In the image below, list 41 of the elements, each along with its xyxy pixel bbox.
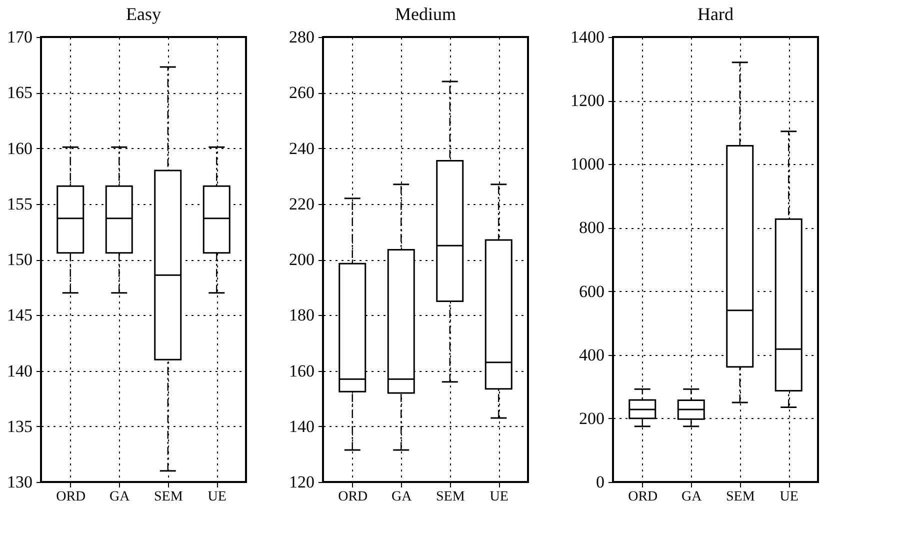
y-tick-label: 150	[7, 250, 32, 269]
x-tick-label: UE	[208, 490, 226, 504]
x-tick-label: SEM	[154, 490, 184, 504]
chart-title: Easy	[126, 4, 161, 24]
y-tick-label: 200	[289, 250, 314, 269]
x-tick-label: ORD	[628, 490, 658, 504]
y-tick-label: 155	[7, 194, 32, 214]
y-tick-label: 170	[7, 28, 32, 46]
y-tick-label: 1200	[570, 91, 604, 110]
y-tick-label: 1400	[570, 28, 604, 46]
y-tick-label: 0	[596, 472, 604, 492]
y-tick-label: 240	[289, 138, 314, 158]
y-tick-label: 135	[7, 416, 32, 436]
x-tick-label: UE	[780, 490, 798, 504]
y-tick-label: 140	[7, 361, 32, 380]
y-tick-label: 145	[7, 306, 32, 325]
y-tick-label: 280	[289, 28, 314, 46]
x-tick-label: SEM	[726, 490, 756, 504]
y-tick-label: 800	[579, 218, 604, 238]
y-tick-label: 130	[7, 472, 32, 492]
x-tick-label: SEM	[436, 490, 466, 504]
x-tick-label: GA	[392, 490, 413, 504]
x-tick-label: GA	[682, 490, 703, 504]
chart-title: Medium	[395, 4, 456, 24]
y-tick-label: 220	[289, 194, 314, 214]
y-tick-label: 120	[289, 472, 314, 492]
y-tick-label: 160	[289, 361, 314, 380]
x-tick-label: ORD	[56, 490, 86, 504]
y-tick-label: 400	[579, 345, 604, 364]
y-tick-label: 600	[579, 282, 604, 301]
y-tick-label: 180	[289, 306, 314, 325]
y-tick-label: 1000	[570, 154, 604, 174]
chart-title: Hard	[698, 4, 734, 24]
y-tick-label: 165	[7, 83, 32, 102]
y-tick-label: 260	[289, 83, 314, 102]
x-tick-label: ORD	[338, 490, 368, 504]
x-tick-label: GA	[110, 490, 131, 504]
y-tick-label: 140	[289, 416, 314, 436]
y-tick-label: 160	[7, 138, 32, 158]
x-tick-label: UE	[490, 490, 508, 504]
y-tick-label: 200	[579, 408, 604, 428]
